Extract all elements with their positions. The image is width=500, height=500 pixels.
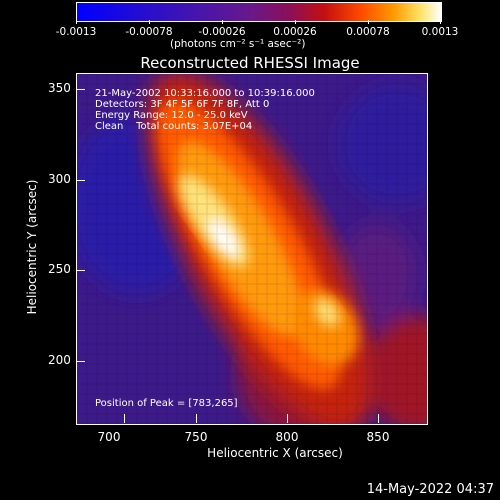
- x-tick-label: 800: [275, 430, 299, 444]
- detectors: Detectors: 3F 4F 5F 6F 7F 8F, Att 0: [95, 99, 270, 110]
- generation-timestamp: 14-May-2022 04:37: [366, 482, 494, 497]
- x-axis-label: Heliocentric X (arcsec): [207, 446, 343, 460]
- y-tick-mark: [76, 89, 85, 90]
- x-tick-label: 850: [366, 430, 390, 444]
- x-tick-mark: [124, 414, 125, 423]
- flare-map: [77, 74, 427, 424]
- y-tick-label: 200: [48, 353, 71, 367]
- x-tick-label: 700: [97, 430, 121, 444]
- colorbar-tick-mark: [149, 20, 150, 24]
- y-tick-label: 300: [48, 172, 71, 186]
- peak-position: Position of Peak = [783,265]: [95, 398, 238, 409]
- y-tick-label: 350: [48, 81, 71, 95]
- colorbar-tick-mark: [440, 20, 441, 24]
- colorbar-tick-mark: [295, 20, 296, 24]
- colorbar-tick-mark: [368, 20, 369, 24]
- colorbar-tick-mark: [76, 20, 77, 24]
- energy-range: Energy Range: 12.0 - 25.0 keV: [95, 110, 248, 121]
- algorithm-counts: Clean Total counts: 3.07E+04: [95, 121, 253, 132]
- x-tick-mark: [196, 414, 197, 423]
- colorbar-tick-mark: [222, 20, 223, 24]
- colorbar-tick-label: -0.00026: [198, 26, 246, 38]
- colorbar-tick-label: 0.0013: [421, 26, 459, 38]
- colorbar-tick-label: 0.00078: [346, 26, 390, 38]
- y-axis-label: Heliocentric Y (arcsec): [25, 179, 39, 315]
- x-tick-mark: [378, 414, 379, 423]
- colorbar: [76, 2, 442, 22]
- y-tick-mark: [76, 361, 85, 362]
- colorbar-tick-label: 0.00026: [273, 26, 317, 38]
- solar-image: 21-May-2002 10:33:16.000 to 10:39:16.000…: [76, 73, 428, 425]
- image-title: Reconstructed RHESSI Image: [140, 54, 360, 72]
- colorbar-tick-label: -0.00078: [125, 26, 173, 38]
- y-tick-mark: [76, 270, 85, 271]
- y-tick-label: 250: [48, 262, 71, 276]
- y-tick-mark: [76, 180, 85, 181]
- x-tick-label: 750: [184, 430, 208, 444]
- obs-time: 21-May-2002 10:33:16.000 to 10:39:16.000: [95, 88, 315, 99]
- x-tick-mark: [287, 414, 288, 423]
- colorbar-tick-label: -0.0013: [55, 26, 97, 38]
- colorbar-units: (photons cm⁻² s⁻¹ asec⁻²): [170, 38, 306, 50]
